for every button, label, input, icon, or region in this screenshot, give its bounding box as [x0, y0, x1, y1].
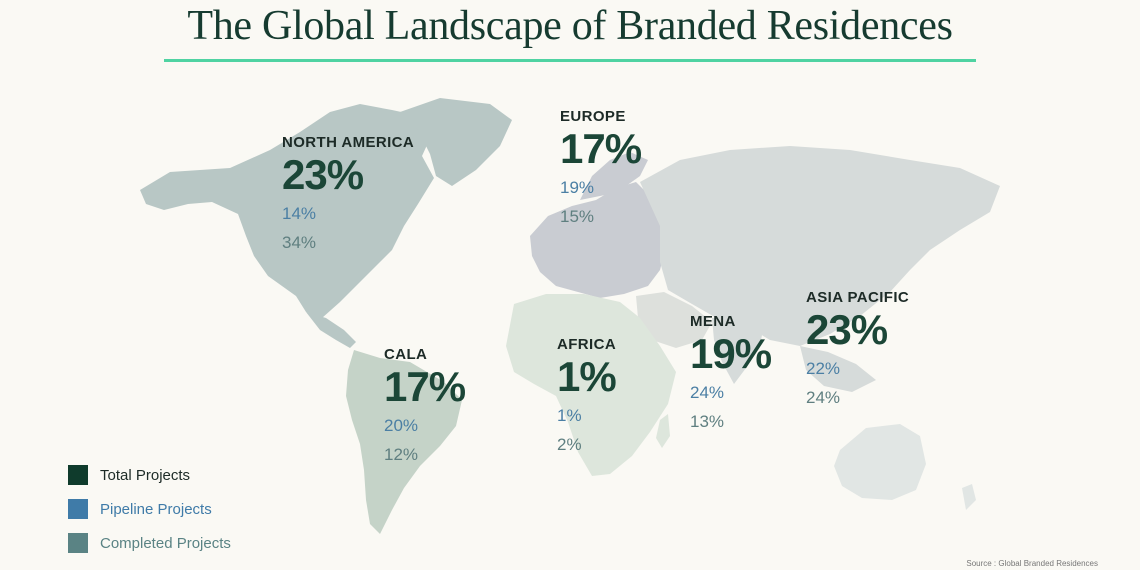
legend-swatch — [68, 533, 88, 553]
scandinavia-shape — [580, 152, 648, 200]
legend-label: Pipeline Projects — [100, 500, 212, 518]
total-projects-value: 17% — [560, 125, 642, 172]
europe-shape — [530, 182, 666, 298]
legend-swatch — [68, 465, 88, 485]
completed-projects-value: 2% — [557, 435, 582, 454]
pipeline-projects-value: 1% — [557, 406, 582, 425]
greenland-shape — [400, 98, 512, 186]
region-name: AFRICA — [557, 336, 617, 353]
total-projects-value: 23% — [806, 306, 888, 353]
mena-shape — [636, 292, 712, 348]
region-north-america: NORTH AMERICA 23% 14% 34% — [282, 134, 414, 253]
title-underline — [164, 59, 976, 62]
region-name: MENA — [690, 313, 736, 330]
legend-item-completed: Completed Projects — [68, 532, 231, 554]
legend-swatch — [68, 499, 88, 519]
southeast-asia-shape — [800, 346, 876, 392]
completed-projects-value: 24% — [806, 388, 841, 407]
asia-shape — [640, 146, 1000, 346]
total-projects-value: 1% — [557, 353, 617, 400]
madagascar-shape — [656, 414, 670, 448]
total-projects-value: 23% — [282, 151, 364, 198]
central-america-shape — [306, 312, 356, 348]
legend-label: Total Projects — [100, 466, 191, 484]
india-shape — [712, 316, 764, 384]
region-name: EUROPE — [560, 108, 626, 125]
completed-projects-value: 15% — [560, 207, 595, 226]
africa-shape — [506, 294, 676, 476]
legend-label: Completed Projects — [100, 534, 231, 552]
region-mena: MENA 19% 24% 13% — [690, 313, 772, 432]
region-name: ASIA PACIFIC — [806, 289, 910, 306]
pipeline-projects-value: 19% — [560, 178, 595, 197]
legend-item-total: Total Projects — [68, 464, 231, 486]
pipeline-projects-value: 22% — [806, 359, 841, 378]
completed-projects-value: 13% — [690, 412, 725, 431]
region-africa: AFRICA 1% 1% 2% — [557, 336, 617, 455]
north-america-shape — [140, 104, 434, 318]
new-zealand-shape — [962, 484, 976, 510]
page-title: The Global Landscape of Branded Residenc… — [187, 3, 953, 49]
region-cala: CALA 17% 20% 12% — [384, 346, 466, 465]
pipeline-projects-value: 24% — [690, 383, 725, 402]
pipeline-projects-value: 20% — [384, 416, 419, 435]
region-asia-pacific: ASIA PACIFIC 23% 22% 24% — [806, 289, 909, 408]
completed-projects-value: 34% — [282, 233, 317, 252]
region-name: NORTH AMERICA — [282, 134, 415, 151]
japan-shape — [886, 230, 904, 274]
completed-projects-value: 12% — [384, 445, 419, 464]
region-name: CALA — [384, 346, 428, 363]
south-america-shape — [346, 350, 462, 534]
total-projects-value: 17% — [384, 363, 466, 410]
legend-item-pipeline: Pipeline Projects — [68, 498, 231, 520]
australia-shape — [834, 424, 926, 500]
region-europe: EUROPE 17% 19% 15% — [560, 108, 642, 227]
source-note: Source : Global Branded Residences — [966, 559, 1098, 568]
legend: Total Projects Pipeline Projects Complet… — [68, 464, 231, 566]
pipeline-projects-value: 14% — [282, 204, 317, 223]
total-projects-value: 19% — [690, 330, 772, 377]
